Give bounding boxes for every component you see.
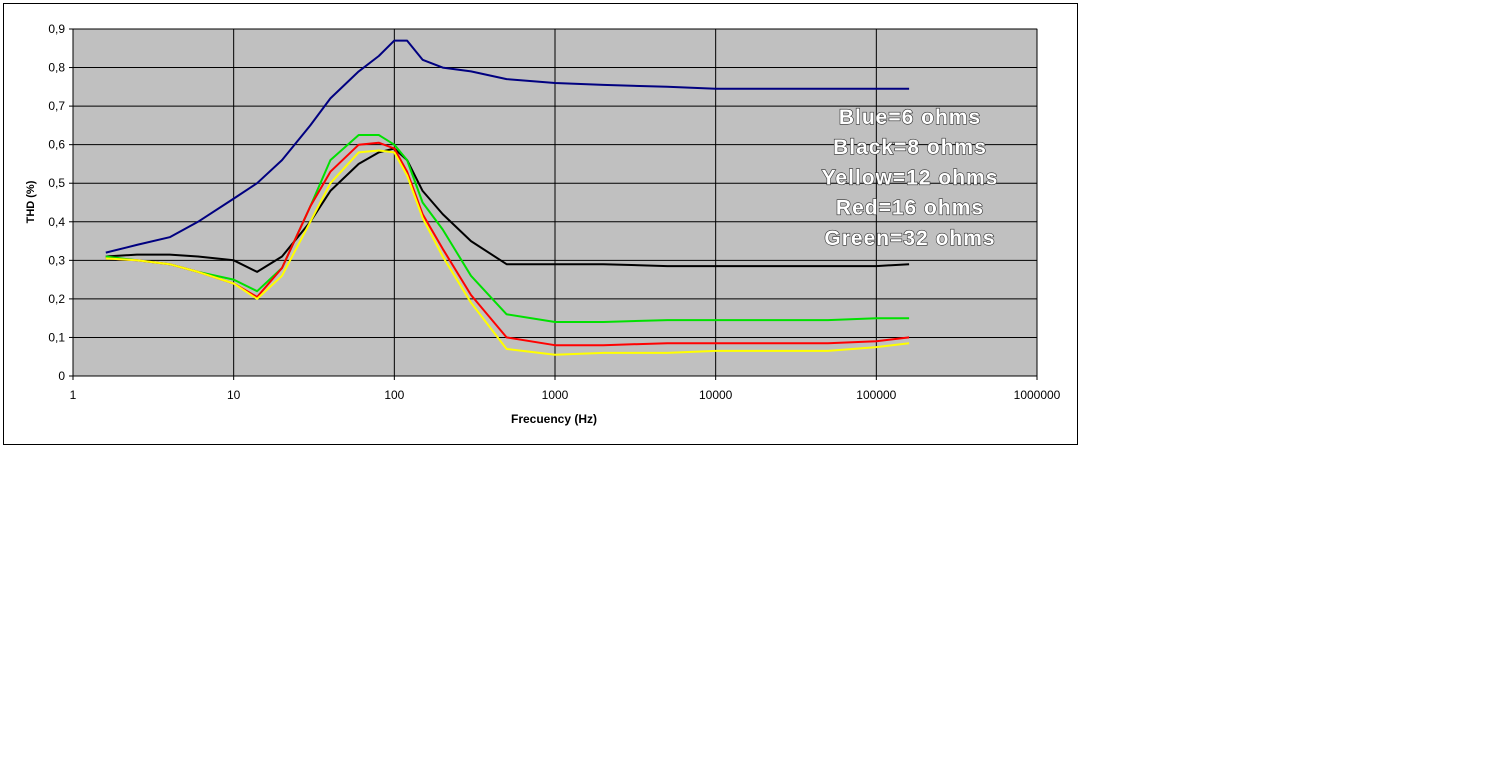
x-tick-label: 100 <box>384 388 404 402</box>
series-line <box>105 149 910 356</box>
y-tick-label: 0,7 <box>48 99 65 113</box>
annotation: Red=16 ohms <box>836 197 984 220</box>
x-axis-label: Frecuency (Hz) <box>511 412 597 426</box>
y-tick-label: 0,8 <box>48 61 65 75</box>
y-tick-label: 0,4 <box>48 215 65 229</box>
annotation: Blue=6 ohms <box>839 106 981 129</box>
y-tick-label: 0,3 <box>48 253 65 267</box>
y-tick-label: 0 <box>58 369 65 383</box>
x-tick-label: 100000 <box>856 388 896 402</box>
annotation: Black=8 ohms <box>833 136 987 159</box>
annotation: Yellow=12 ohms <box>822 166 999 189</box>
x-tick-label: 1000000 <box>1014 388 1061 402</box>
x-tick-label: 1 <box>70 388 77 402</box>
annotation: Green=32 ohms <box>824 227 995 250</box>
y-tick-label: 0,5 <box>48 176 65 190</box>
y-tick-label: 0,9 <box>48 22 65 36</box>
x-tick-label: 10 <box>227 388 241 402</box>
series-line <box>105 39 910 254</box>
y-tick-label: 0,2 <box>48 292 65 306</box>
series-line <box>105 134 910 323</box>
y-tick-label: 0,1 <box>48 330 65 344</box>
y-tick-label: 0,6 <box>48 138 65 152</box>
x-tick-label: 10000 <box>699 388 733 402</box>
x-tick-label: 1000 <box>542 388 569 402</box>
y-axis-label: THD (%) <box>25 180 37 223</box>
